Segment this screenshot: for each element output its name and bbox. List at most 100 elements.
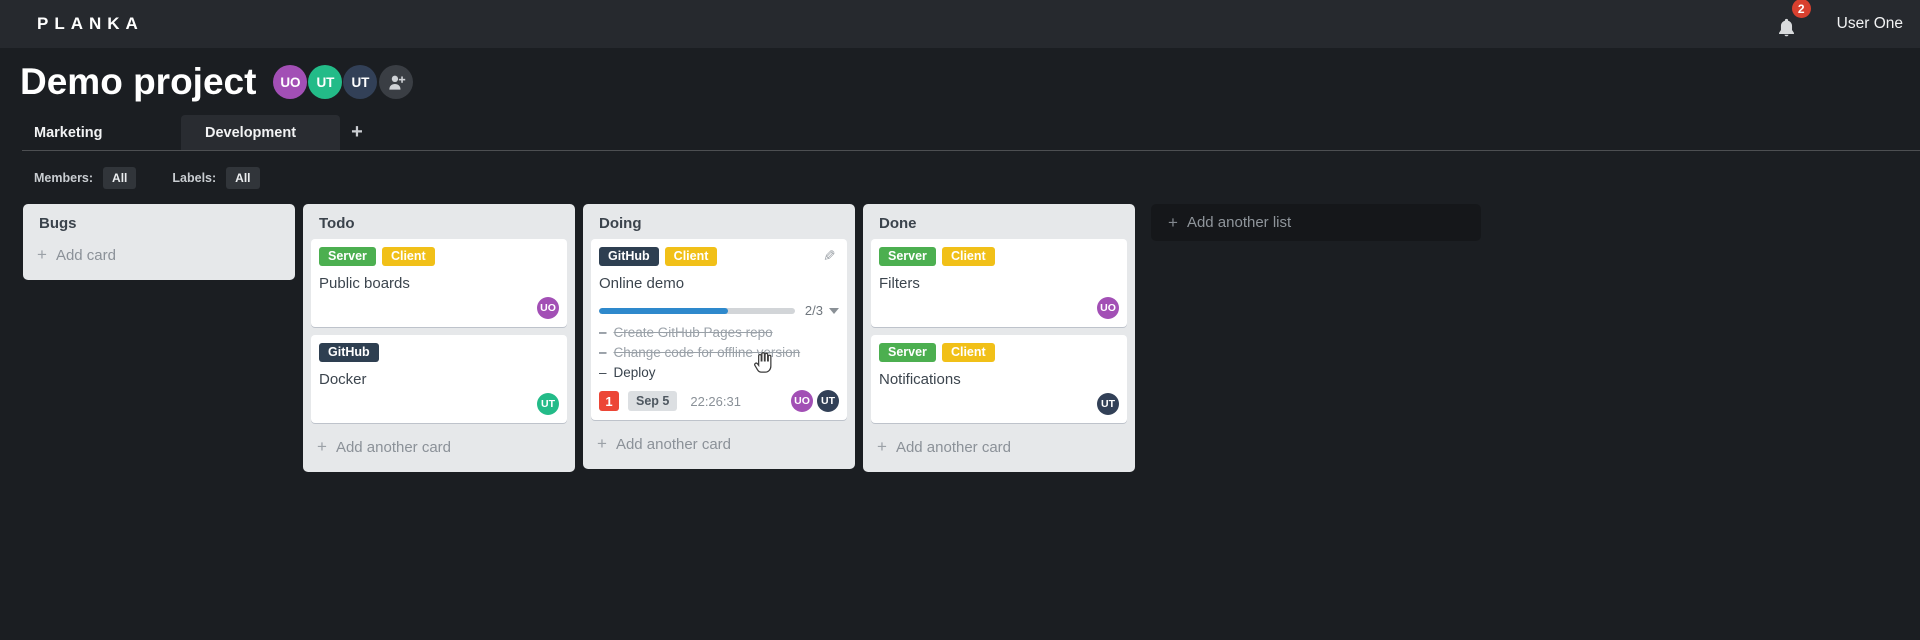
edit-card-icon[interactable]: ✎ — [823, 248, 836, 265]
avatar[interactable]: UO — [273, 65, 308, 99]
label-chip[interactable]: Client — [381, 247, 435, 266]
label-chips: GitHub — [319, 343, 559, 362]
list-done: Done Server Client Filters UO Server Cli… — [863, 204, 1135, 472]
label-chips: GitHub Client — [599, 247, 839, 266]
card-members: UO — [319, 297, 559, 319]
top-bar: PLANKA 2 User One — [0, 0, 1920, 48]
avatar[interactable]: UT — [537, 393, 559, 415]
label-chips: Server Client — [319, 247, 559, 266]
labels-filter-label: Labels: — [172, 171, 217, 185]
add-card-button[interactable]: + Add another card — [303, 431, 575, 468]
topbar-right: 2 User One — [1777, 0, 1920, 39]
card-filters[interactable]: Server Client Filters UO — [871, 239, 1127, 327]
label-chips: Server Client — [879, 343, 1119, 362]
plus-icon: + — [317, 437, 327, 456]
list-title[interactable]: Doing — [599, 215, 642, 232]
avatar[interactable]: UT — [343, 65, 378, 99]
card-members: UT — [319, 393, 559, 415]
add-card-label: Add another card — [335, 438, 452, 456]
project-header: Demo project UO UT UT — [20, 61, 1920, 103]
task-bullet: – — [599, 365, 607, 380]
card-title: Docker — [319, 371, 367, 388]
task-bullet: – — [599, 325, 607, 340]
label-chip[interactable]: GitHub — [599, 247, 659, 266]
add-board-button[interactable]: + — [351, 121, 363, 143]
add-user-icon — [389, 75, 406, 90]
label-chip[interactable]: Client — [941, 343, 995, 362]
add-card-button[interactable]: + Add another card — [863, 431, 1135, 468]
plus-icon: + — [597, 434, 607, 453]
stopwatch-value[interactable]: 22:26:31 — [690, 393, 741, 409]
list-bugs: Bugs + Add card — [23, 204, 295, 280]
list-title[interactable]: Bugs — [39, 215, 77, 232]
task-list: – Create GitHub Pages repo – Change code… — [599, 325, 839, 381]
card-badges: 1 Sep 5 22:26:31 UO UT — [599, 390, 839, 412]
list-title[interactable]: Done — [879, 215, 917, 232]
card-docker[interactable]: GitHub Docker UT — [311, 335, 567, 423]
task-text: Change code for offline version — [613, 345, 801, 360]
notifications-button[interactable]: 2 — [1777, 0, 1811, 39]
members-filter-value[interactable]: All — [103, 167, 137, 189]
card-title: Online demo — [599, 275, 685, 292]
add-member-button[interactable] — [379, 65, 414, 99]
task-text: Create GitHub Pages repo — [613, 325, 773, 340]
label-chip[interactable]: GitHub — [319, 343, 379, 362]
label-chip[interactable]: Client — [664, 247, 718, 266]
list-todo: Todo Server Client Public boards UO GitH… — [303, 204, 575, 472]
progress-track — [599, 307, 795, 314]
add-card-button[interactable]: + Add card — [23, 239, 295, 276]
task-item[interactable]: – Create GitHub Pages repo — [599, 325, 839, 341]
label-chip[interactable]: Server — [879, 343, 936, 362]
avatar[interactable]: UO — [1097, 297, 1119, 319]
notification-count-badge: 2 — [1791, 0, 1811, 18]
label-chip[interactable]: Server — [879, 247, 936, 266]
project-members: UO UT UT — [273, 65, 414, 99]
avatar[interactable]: UO — [791, 390, 813, 412]
card-title: Notifications — [879, 371, 961, 388]
avatar[interactable]: UT — [308, 65, 343, 99]
card-notifications[interactable]: Server Client Notifications UT — [871, 335, 1127, 423]
task-item[interactable]: – Change code for offline version — [599, 345, 839, 361]
add-card-label: Add another card — [615, 435, 732, 453]
label-chip[interactable]: Client — [941, 247, 995, 266]
add-card-label: Add another card — [895, 438, 1012, 456]
filter-bar: Members: All Labels: All — [34, 167, 1920, 189]
card-title: Filters — [879, 275, 920, 292]
add-list-button[interactable]: + Add another list — [1151, 204, 1481, 241]
kanban-board: Bugs + Add card Todo Server Client Publi… — [0, 189, 1920, 472]
avatar[interactable]: UO — [537, 297, 559, 319]
task-progress: 2/3 — [599, 303, 839, 318]
add-card-label: Add card — [55, 246, 116, 264]
labels-filter-value[interactable]: All — [226, 167, 260, 189]
progress-fill — [599, 307, 729, 314]
due-date-badge[interactable]: Sep 5 — [628, 391, 678, 411]
card-public-boards[interactable]: Server Client Public boards UO — [311, 239, 567, 327]
label-chip[interactable]: Server — [319, 247, 376, 266]
card-members: UT — [879, 393, 1119, 415]
task-item[interactable]: – Deploy — [599, 365, 839, 381]
progress-label: 2/3 — [804, 303, 823, 318]
chevron-down-icon[interactable] — [829, 307, 839, 314]
avatar[interactable]: UT — [817, 390, 839, 412]
plus-icon: + — [877, 437, 887, 456]
card-title: Public boards — [319, 275, 410, 292]
card-members: UO — [879, 297, 1119, 319]
add-list-label: Add another list — [1186, 214, 1292, 231]
card-online-demo[interactable]: ✎ GitHub Client Online demo 2/3 – Create… — [591, 239, 847, 420]
task-bullet: – — [599, 345, 607, 360]
user-menu[interactable]: User One — [1836, 15, 1903, 32]
avatar[interactable]: UT — [1097, 393, 1119, 415]
planka-logo[interactable]: PLANKA — [37, 14, 144, 33]
list-doing: Doing ✎ GitHub Client Online demo 2/3 – … — [583, 204, 855, 469]
tab-marketing[interactable]: Marketing — [34, 124, 103, 141]
members-filter-label: Members: — [34, 171, 94, 185]
list-title[interactable]: Todo — [319, 215, 355, 232]
add-card-button[interactable]: + Add another card — [583, 428, 855, 465]
plus-icon: + — [37, 245, 47, 264]
bell-icon — [1778, 18, 1794, 37]
plus-icon: + — [1168, 212, 1178, 232]
task-text: Deploy — [613, 365, 656, 380]
card-notification-badge: 1 — [599, 391, 619, 411]
tab-development[interactable]: Development — [181, 115, 340, 150]
project-title[interactable]: Demo project — [20, 61, 257, 102]
